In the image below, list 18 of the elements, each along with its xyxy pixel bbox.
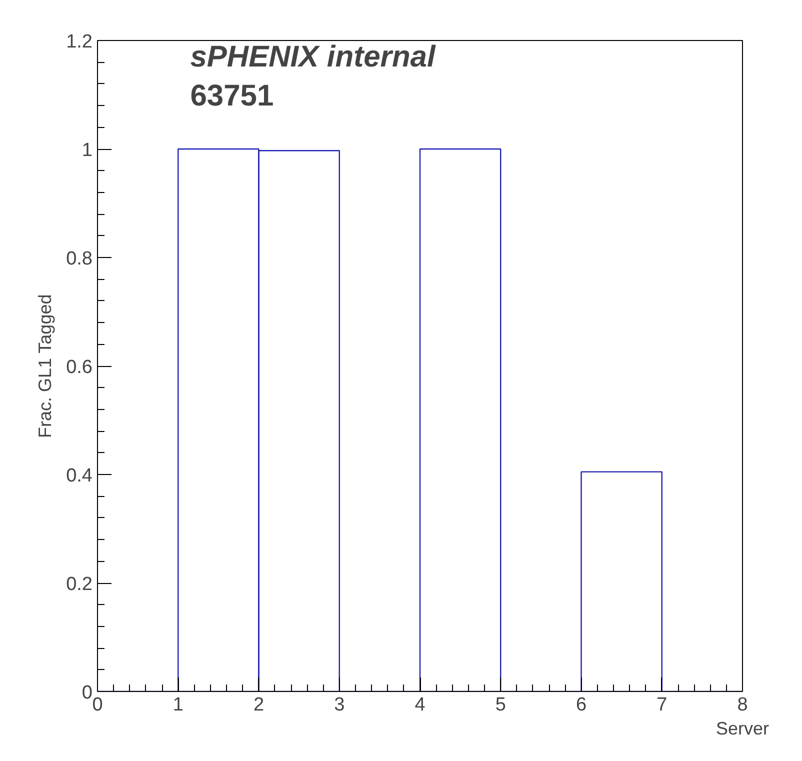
x-tick-label: 8 [737, 694, 748, 716]
x-tick-label: 2 [253, 694, 264, 716]
x-tick-label: 5 [495, 694, 506, 716]
y-tick-label: 0.6 [66, 357, 93, 378]
y-tick-label: 0.8 [66, 248, 93, 270]
x-tick-label: 1 [172, 694, 184, 716]
x-tick-label: 3 [334, 694, 345, 716]
y-tick-label: 0.2 [66, 574, 93, 595]
x-tick-label: 6 [576, 694, 587, 716]
annotation: 63751 [190, 79, 274, 112]
x-axis-title: Server [716, 718, 770, 738]
x-tick-label: 4 [414, 694, 426, 716]
x-tick-label: 7 [656, 694, 668, 716]
y-tick-label: 0.4 [66, 466, 93, 486]
y-tick-label: 1 [82, 140, 93, 161]
annotation: sPHENIX internal [190, 40, 436, 74]
y-tick-label: 1.2 [66, 32, 93, 52]
y-axis-title: Frac. GL1 Tagged [35, 294, 56, 438]
